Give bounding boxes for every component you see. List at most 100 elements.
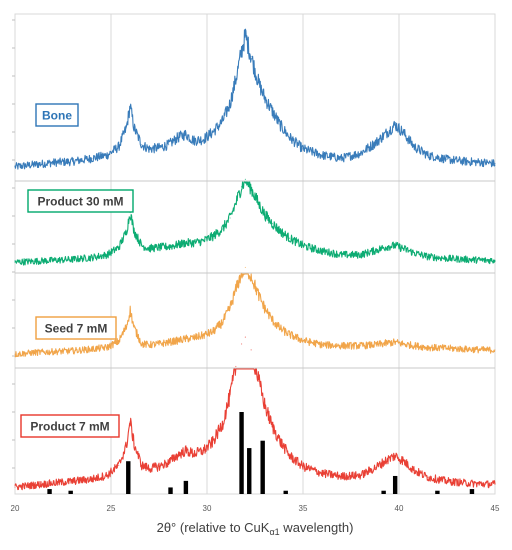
series-line-0 bbox=[14, 28, 496, 170]
x-tick-label: 35 bbox=[299, 504, 308, 513]
series-point-0 bbox=[14, 166, 16, 168]
series-point-0 bbox=[279, 124, 281, 126]
series-point-0 bbox=[402, 131, 404, 133]
series-point-3 bbox=[288, 455, 291, 457]
series-point-0 bbox=[375, 142, 377, 144]
series-point-3 bbox=[402, 459, 404, 462]
series-point-1 bbox=[244, 178, 246, 180]
series-point-3 bbox=[118, 464, 120, 467]
series-point-1 bbox=[141, 245, 143, 247]
series-point-0 bbox=[229, 103, 231, 105]
series-point-1 bbox=[148, 247, 150, 249]
series-point-2 bbox=[321, 344, 323, 346]
series-point-3 bbox=[148, 467, 150, 470]
series-point-0 bbox=[494, 163, 496, 165]
series-point-3 bbox=[302, 465, 304, 468]
sample-label: Seed 7 mM bbox=[45, 322, 108, 336]
series-point-3 bbox=[14, 486, 16, 488]
series-point-1 bbox=[446, 257, 448, 260]
series-point-3 bbox=[244, 336, 246, 338]
series-point-1 bbox=[413, 252, 415, 254]
series-point-2 bbox=[125, 326, 127, 328]
reference-stick bbox=[392, 475, 398, 494]
series-point-1 bbox=[484, 259, 486, 261]
x-tick-label: 40 bbox=[395, 504, 404, 513]
reference-stick bbox=[435, 490, 440, 494]
series-point-3 bbox=[446, 480, 448, 482]
series-point-3 bbox=[212, 441, 214, 443]
series-point-3 bbox=[202, 450, 204, 452]
series-point-3 bbox=[177, 454, 179, 456]
grid bbox=[12, 13, 496, 495]
series-line-2 bbox=[14, 273, 496, 358]
sample-label-box bbox=[20, 414, 120, 438]
series-point-2 bbox=[386, 342, 389, 344]
series-point-1 bbox=[494, 259, 496, 261]
series-point-2 bbox=[221, 321, 223, 324]
series-point-0 bbox=[340, 157, 342, 159]
sample-label-box bbox=[35, 316, 117, 340]
series-point-2 bbox=[279, 327, 281, 330]
reference-stick bbox=[381, 490, 386, 494]
series-point-2 bbox=[244, 266, 246, 269]
reference-stick bbox=[47, 489, 52, 494]
series-point-3 bbox=[221, 423, 223, 425]
series-point-2 bbox=[229, 307, 231, 309]
series-point-3 bbox=[494, 483, 496, 485]
series-point-3 bbox=[72, 480, 74, 482]
series-point-0 bbox=[118, 146, 120, 148]
series-point-2 bbox=[148, 344, 150, 346]
series-point-2 bbox=[394, 341, 396, 343]
series-point-1 bbox=[91, 256, 93, 259]
series-point-0 bbox=[413, 146, 415, 148]
series-point-2 bbox=[158, 343, 160, 345]
series-point-0 bbox=[240, 50, 243, 52]
series-point-0 bbox=[250, 55, 252, 58]
x-tick-label: 45 bbox=[491, 504, 500, 513]
series-point-2 bbox=[192, 337, 195, 339]
series-point-2 bbox=[465, 348, 467, 350]
series-point-0 bbox=[360, 152, 362, 154]
series-point-3 bbox=[129, 420, 131, 422]
reference-stick bbox=[68, 490, 73, 494]
series-point-3 bbox=[360, 474, 362, 476]
series-point-0 bbox=[427, 154, 429, 156]
reference-stick bbox=[247, 448, 252, 494]
series-point-3 bbox=[185, 450, 187, 452]
reference-stick bbox=[183, 480, 189, 494]
series-point-3 bbox=[258, 380, 260, 382]
series-point-2 bbox=[340, 345, 342, 347]
series-point-3 bbox=[158, 465, 160, 468]
series-point-3 bbox=[484, 483, 486, 485]
series-point-3 bbox=[52, 482, 55, 484]
sample-label-box bbox=[35, 103, 79, 127]
series-point-3 bbox=[168, 461, 170, 464]
series-point-0 bbox=[106, 154, 108, 156]
series-point-3 bbox=[386, 459, 389, 461]
series-point-0 bbox=[129, 105, 131, 107]
series-point-1 bbox=[321, 250, 323, 252]
series-point-2 bbox=[402, 343, 404, 345]
series-point-1 bbox=[340, 254, 342, 256]
series-point-3 bbox=[394, 455, 396, 457]
series-point-1 bbox=[177, 244, 179, 246]
series-point-0 bbox=[386, 131, 389, 133]
series-point-2 bbox=[258, 295, 260, 297]
series-point-1 bbox=[72, 258, 74, 260]
series-point-3 bbox=[125, 445, 127, 447]
series-point-3 bbox=[106, 474, 108, 476]
series-point-1 bbox=[106, 254, 108, 256]
series-point-2 bbox=[302, 339, 304, 342]
series-point-3 bbox=[465, 482, 467, 484]
series-point-0 bbox=[221, 121, 223, 123]
series-point-3 bbox=[321, 472, 323, 474]
sample-label: Product 7 mM bbox=[30, 420, 109, 434]
series-point-3 bbox=[229, 395, 231, 397]
series-point-3 bbox=[250, 349, 252, 351]
series-point-1 bbox=[52, 259, 55, 261]
reference-stick bbox=[260, 440, 265, 494]
series-point-0 bbox=[133, 127, 135, 129]
reference-stick bbox=[469, 489, 475, 494]
series-point-3 bbox=[271, 425, 273, 427]
series-point-2 bbox=[202, 334, 204, 336]
